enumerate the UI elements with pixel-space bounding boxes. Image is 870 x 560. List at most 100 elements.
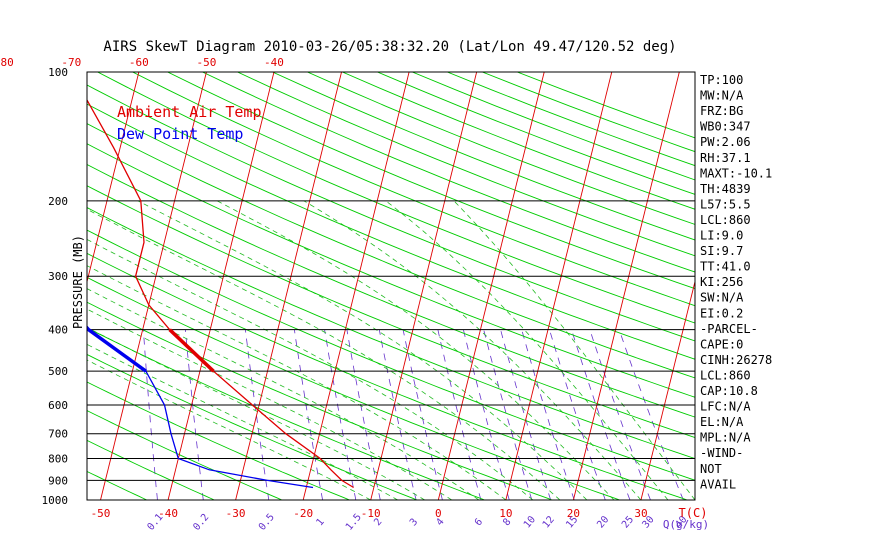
isotherm-line [572, 72, 680, 500]
dry-adiabat-line [87, 185, 695, 439]
side-panel-entry: CAPE:0 [700, 337, 743, 351]
top-temperature-tick: -50 [196, 56, 216, 69]
moist-adiabat-line [137, 200, 588, 500]
side-panel-entry: SW:N/A [700, 291, 744, 305]
dry-adiabat-line [87, 103, 695, 360]
isotherm-line [844, 72, 870, 500]
side-panel-entry: FRZ:BG [700, 104, 743, 118]
mixing-ratio-label: 12 [541, 514, 557, 530]
dry-adiabat-line [0, 52, 29, 509]
pressure-tick-labels: 100 200 300 400 500 600 700 800 900 1000 [42, 66, 69, 507]
isotherm-line [0, 72, 4, 500]
mixing-ratio-line [549, 329, 606, 500]
dry-adiabat-line [87, 327, 486, 500]
isotherm-line [167, 72, 275, 500]
side-panel-entry: -WIND- [700, 446, 743, 460]
isotherms [0, 72, 870, 500]
moist-adiabat-line [303, 200, 642, 500]
legend: Ambient Air Temp Dew Point Temp [117, 103, 262, 143]
pressure-tick-label: 300 [48, 270, 68, 283]
side-panel-entry: SI:9.7 [700, 244, 743, 258]
dry-adiabat-line [411, 72, 695, 181]
side-panel-entry: LFC:N/A [700, 400, 751, 414]
dry-adiabat-line [87, 470, 148, 500]
mixing-ratio-label: 6 [473, 517, 485, 529]
dry-adiabat-line [271, 72, 695, 241]
top-temperature-tick: -80 [0, 56, 14, 69]
plot-frame [86, 71, 696, 501]
dry-adiabat-line [87, 301, 554, 500]
dry-adiabat-line [87, 123, 695, 379]
mixing-ratio-line [483, 329, 533, 500]
dry-adiabat-line [131, 72, 695, 307]
dry-adiabat-line [96, 72, 695, 324]
dry-adiabat-line [201, 72, 695, 273]
pressure-tick-label: 800 [48, 453, 68, 466]
bottom-temperature-tick: -30 [226, 507, 246, 520]
mixing-ratio-label: 1 [315, 517, 327, 529]
pressure-tick-label: 700 [48, 428, 68, 441]
mixing-ratio-line [500, 329, 552, 500]
pressure-tick-label: 400 [48, 324, 68, 337]
y-axis-label: PRESSURE (MB) [71, 235, 85, 329]
highlight-segment [168, 328, 215, 373]
side-panel-entry: WB0:347 [700, 120, 751, 134]
mixing-ratio-line [571, 329, 631, 500]
mixing-ratio-line [294, 329, 323, 500]
pressure-tick-label: 600 [48, 399, 68, 412]
bottom-temperature-tick: 30 [634, 507, 647, 520]
dry-adiabat-line [87, 143, 695, 398]
bottom-temperature-tick: 20 [567, 507, 580, 520]
dry-adiabat-line [236, 72, 695, 257]
pressure-tick-label: 100 [48, 66, 68, 79]
mixing-ratio-label: 0.5 [257, 512, 277, 533]
side-panel-entry: EI:0.2 [700, 306, 743, 320]
side-panel-entry: MW:N/A [700, 89, 744, 103]
bottom-temperature-tick: 0 [435, 507, 442, 520]
legend-dew-point: Dew Point Temp [117, 125, 243, 143]
dry-adiabat-line [87, 439, 216, 500]
bottom-temperature-tick: -10 [361, 507, 381, 520]
pressure-tick-label: 1000 [42, 494, 69, 507]
moist-adiabat-line [87, 288, 480, 500]
side-panel-entry: NOT [700, 462, 722, 476]
dry-adiabat-line [87, 252, 689, 500]
bottom-temperature-tick: -50 [91, 507, 111, 520]
mixing-ratio-line [402, 329, 443, 500]
mixing-ratio-line [463, 329, 510, 500]
dry-adiabat-line [306, 72, 695, 225]
side-panel-entry: TH:4839 [700, 182, 751, 196]
side-panel-entry: LCL:860 [700, 213, 751, 227]
side-panel-entry: KI:256 [700, 275, 743, 289]
dry-adiabat-line [481, 72, 695, 153]
top-temperature-ticks: -120-110-100-90-80-70-60-50-40 [0, 56, 284, 69]
isotherm-line [776, 72, 870, 500]
side-panel-entry: CAP:10.8 [700, 384, 758, 398]
mixing-ratio-label: 8 [501, 517, 513, 529]
moist-adiabat-line [87, 208, 561, 500]
side-panel-entry: MPL:N/A [700, 431, 751, 445]
dry-adiabat-line [376, 72, 695, 195]
mixing-ratio-label: 4 [434, 517, 446, 529]
side-panel-entry: CINH:26278 [700, 353, 772, 367]
dry-adiabat-line [87, 229, 695, 481]
isotherm-line [302, 72, 410, 500]
top-temperature-tick: -40 [264, 56, 284, 69]
isobars [87, 200, 695, 481]
isotherm-line [370, 72, 478, 500]
side-panel-entry: TT:41.0 [700, 260, 751, 274]
mixing-ratio-label: 3 [408, 517, 420, 529]
mixing-ratio-label: 20 [595, 514, 611, 530]
stability-index-panel: TP:100MW:N/AFRZ:BGWB0:347PW:2.06RH:37.1M… [700, 73, 772, 491]
side-panel-entry: EL:N/A [700, 415, 744, 429]
dry-adiabats [0, 52, 695, 509]
side-panel-entry: LI:9.0 [700, 229, 743, 243]
moist-adiabat-line [87, 359, 371, 500]
side-panel-entry: TP:100 [700, 73, 743, 87]
side-panel-entry: -PARCEL- [700, 322, 758, 336]
isotherm-line [100, 72, 207, 500]
pressure-tick-label: 200 [48, 195, 68, 208]
isotherm-line [87, 72, 140, 284]
moist-adiabat-line [385, 200, 669, 500]
